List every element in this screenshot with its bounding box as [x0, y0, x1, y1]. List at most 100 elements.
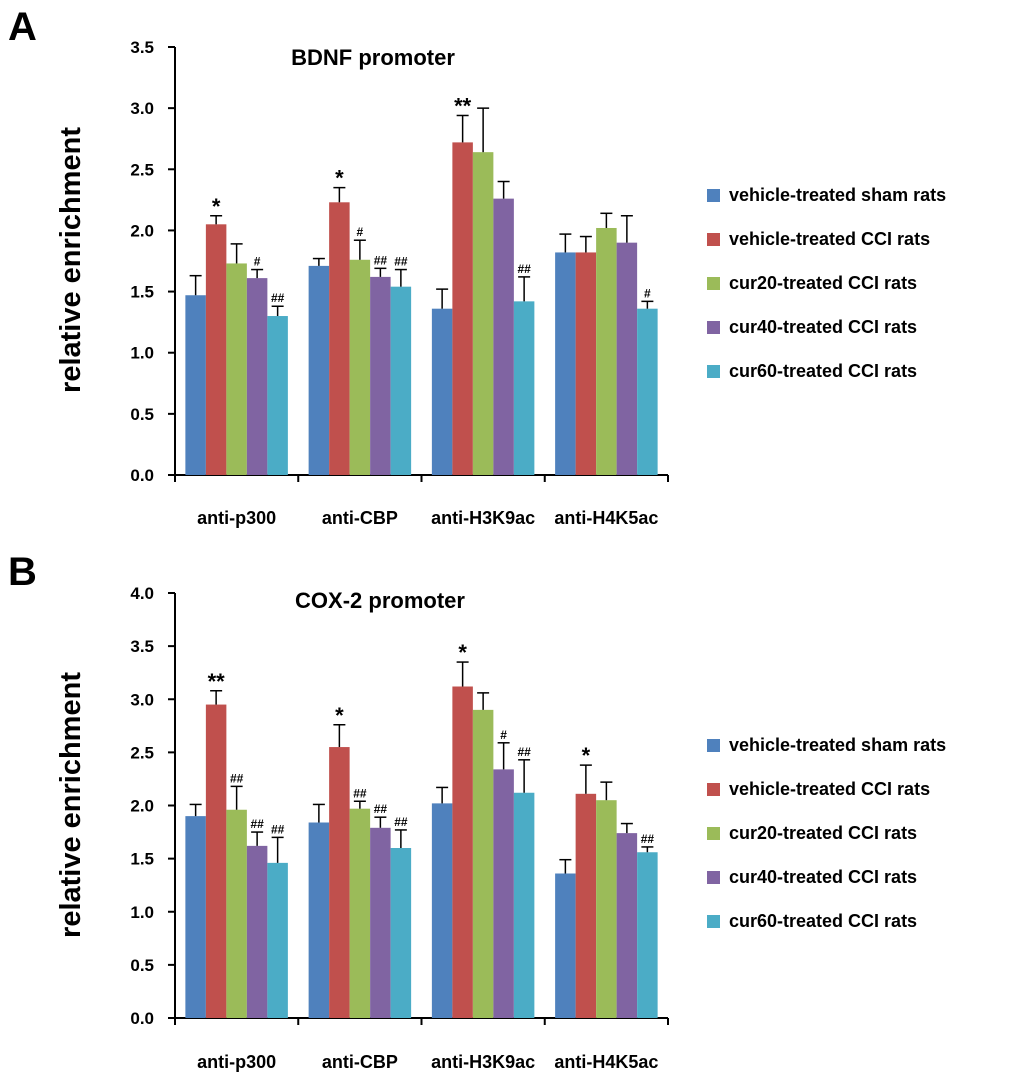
y-tick-label: 3.0: [130, 99, 154, 118]
y-tick-label: 3.5: [130, 637, 154, 656]
significance-marker: ##: [641, 832, 655, 846]
x-category-label: anti-p300: [197, 508, 276, 528]
legend-swatch: [707, 739, 720, 752]
significance-marker: #: [644, 286, 651, 300]
panel-a-letter: A: [8, 5, 37, 49]
significance-marker: **: [454, 93, 472, 118]
significance-marker: ##: [374, 802, 388, 816]
legend-swatch: [707, 321, 720, 334]
legend-entry: vehicle-treated CCI rats: [729, 229, 930, 249]
bar: [596, 800, 617, 1018]
bar: [390, 286, 412, 475]
bar: [185, 816, 206, 1018]
bar: [308, 822, 330, 1018]
bar: [513, 792, 535, 1018]
bar: [370, 276, 391, 475]
significance-marker: *: [335, 166, 344, 191]
y-tick-label: 1.5: [130, 283, 154, 302]
bar: [472, 152, 494, 475]
bar: [370, 827, 391, 1018]
bar: [226, 809, 247, 1018]
significance-marker: ##: [517, 262, 531, 276]
panel-b-title: COX-2 promoter: [295, 588, 465, 613]
y-tick-label: 0.5: [130, 405, 154, 424]
significance-marker: ##: [271, 291, 285, 305]
panel-a-y-axis-label: relative enrichment: [55, 127, 87, 393]
x-category-label: anti-H4K5ac: [554, 508, 658, 528]
bar: [246, 845, 268, 1018]
bar: [452, 142, 473, 475]
significance-marker: ##: [374, 253, 388, 267]
legend-entry: cur60-treated CCI rats: [729, 911, 917, 931]
y-tick-label: 1.0: [130, 903, 154, 922]
bar: [555, 873, 576, 1018]
bar: [205, 224, 227, 475]
significance-marker: ##: [271, 822, 285, 836]
bar: [349, 808, 371, 1018]
bar: [575, 252, 597, 475]
legend-swatch: [707, 871, 720, 884]
legend-entry: cur20-treated CCI rats: [729, 823, 917, 843]
x-category-label: anti-H3K9ac: [431, 1052, 535, 1072]
bar: [246, 278, 268, 475]
legend-swatch: [707, 827, 720, 840]
significance-marker: ##: [517, 745, 531, 759]
x-category-label: anti-H4K5ac: [554, 1052, 658, 1072]
bar: [616, 242, 638, 475]
panel-b-y-axis-label: relative enrichment: [55, 672, 87, 938]
x-category-label: anti-CBP: [322, 508, 398, 528]
y-tick-label: 0.0: [130, 1009, 154, 1028]
y-tick-label: 1.0: [130, 344, 154, 363]
legend-swatch: [707, 915, 720, 928]
bar: [267, 316, 288, 475]
significance-marker: #: [254, 255, 261, 269]
y-tick-label: 2.5: [130, 160, 154, 179]
significance-marker: *: [335, 703, 344, 728]
y-tick-label: 2.0: [130, 221, 154, 240]
bar: [185, 295, 206, 475]
x-category-label: anti-p300: [197, 1052, 276, 1072]
significance-marker: ##: [353, 786, 367, 800]
panel-b-letter: B: [8, 550, 37, 594]
y-tick-label: 2.0: [130, 797, 154, 816]
significance-marker: #: [357, 225, 364, 239]
y-tick-label: 3.0: [130, 690, 154, 709]
legend-swatch: [707, 783, 720, 796]
significance-marker: **: [208, 669, 226, 694]
bar: [513, 301, 535, 475]
bar: [555, 252, 576, 475]
bar: [308, 265, 330, 475]
panel-a-chart: A BDNF promoter relative enrichment 0.0 0…: [8, 5, 946, 528]
legend-entry: cur60-treated CCI rats: [729, 361, 917, 381]
bar: [431, 308, 453, 475]
bar: [493, 769, 514, 1018]
significance-marker: *: [582, 743, 591, 768]
y-tick-label: 1.5: [130, 850, 154, 869]
legend-entry: cur20-treated CCI rats: [729, 273, 917, 293]
bar: [329, 202, 350, 475]
significance-marker: ##: [230, 771, 244, 785]
legend-swatch: [707, 277, 720, 290]
legend-swatch: [707, 365, 720, 378]
significance-marker: ##: [250, 817, 264, 831]
bar: [452, 686, 473, 1018]
bar: [575, 793, 597, 1018]
significance-marker: #: [500, 728, 507, 742]
significance-marker: ##: [394, 255, 408, 269]
y-tick-label: 0.0: [130, 466, 154, 485]
bar: [431, 803, 453, 1018]
panel-b-chart: B COX-2 promoter relative enrichment 0.0…: [8, 550, 946, 1072]
legend-entry: vehicle-treated sham rats: [729, 735, 946, 755]
legend-swatch: [707, 233, 720, 246]
x-category-label: anti-CBP: [322, 1052, 398, 1072]
legend-entry: vehicle-treated CCI rats: [729, 779, 930, 799]
legend-swatch: [707, 189, 720, 202]
significance-marker: *: [212, 194, 221, 219]
bar: [226, 263, 247, 475]
bar: [390, 848, 412, 1018]
bar: [267, 862, 288, 1018]
y-tick-label: 0.5: [130, 956, 154, 975]
y-tick-label: 4.0: [130, 584, 154, 603]
x-category-label: anti-H3K9ac: [431, 508, 535, 528]
